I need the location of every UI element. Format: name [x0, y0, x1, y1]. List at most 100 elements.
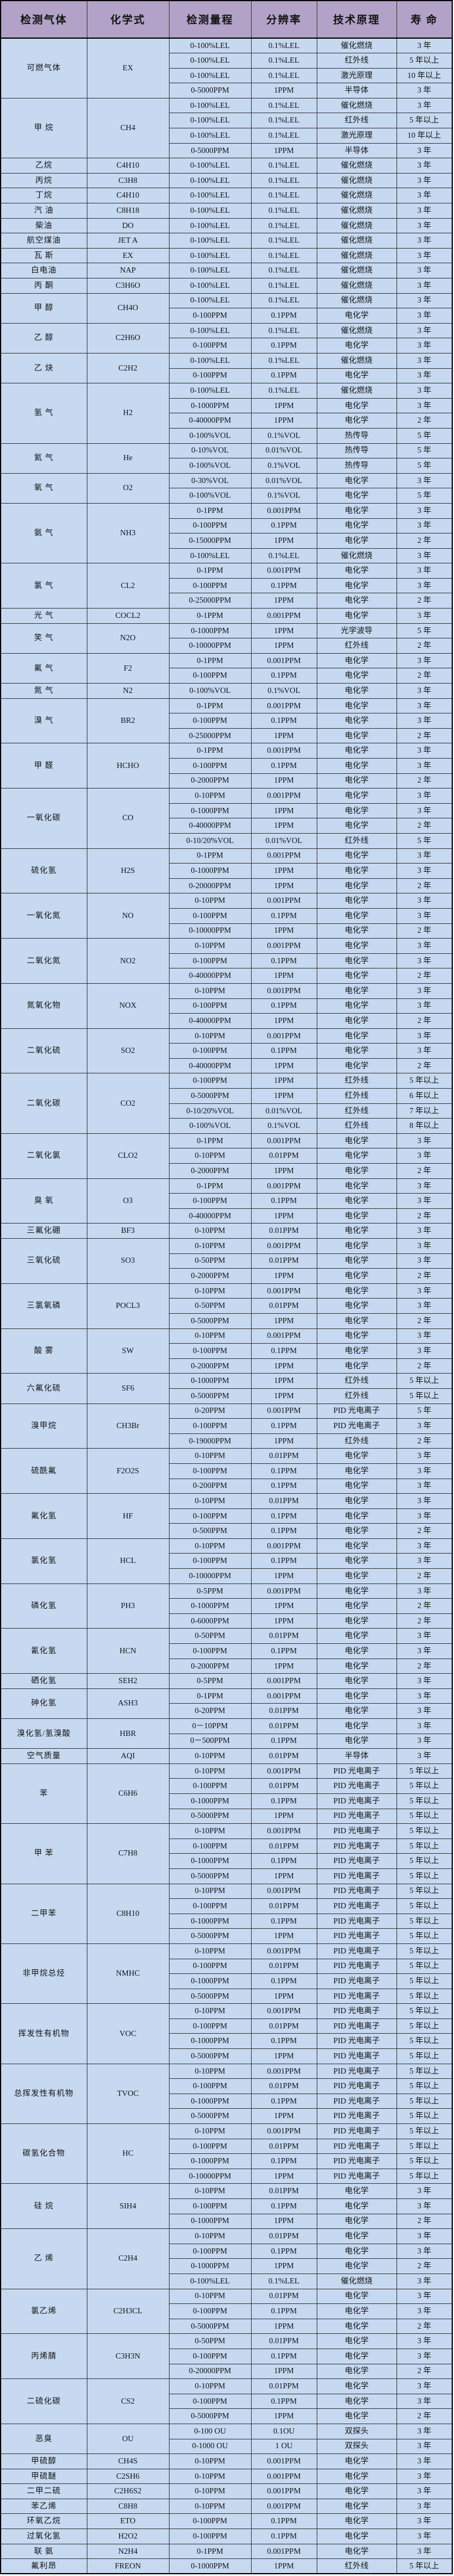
resolution-cell: 0.01PPM: [250, 1148, 317, 1164]
principle-cell: 电化学: [316, 758, 397, 774]
gas-name-cell: 酸 雾: [0, 1328, 87, 1374]
principle-cell: 半导体: [316, 1748, 397, 1764]
lifespan-cell: 5 年以上: [396, 1868, 453, 1884]
chemical-formula-cell: HCL: [86, 1538, 170, 1584]
lifespan-cell: 3 年: [396, 2423, 453, 2439]
table-row: 白电油 NAP 0-100%LEL 0.1%LEL 催化燃烧 3 年: [0, 263, 453, 278]
principle-cell: 电化学: [316, 2483, 397, 2499]
table-row: 0-100PPM 0.01PPM PID 光电离子 5 年以上: [1, 1898, 453, 1914]
resolution-cell: 1PPM: [250, 1208, 317, 1224]
lifespan-cell: 3 年: [396, 2273, 453, 2289]
lifespan-cell: 5 年以上: [396, 1793, 453, 1809]
lifespan-cell: 3 年: [396, 1298, 453, 1314]
range-cell: 0-100PPM: [168, 1898, 252, 1914]
chemical-formula-cell: VOC: [86, 2003, 170, 2064]
resolution-cell: 0.001PPM: [250, 1673, 317, 1689]
table-row: 0-100%LEL 0.1%LEL 红外线 5 年以上: [1, 113, 453, 129]
lifespan-cell: 3 年: [396, 518, 453, 534]
table-row: 可燃气体 EX 0-100%LEL 0.1%LEL 催化燃烧 3 年: [0, 38, 453, 98]
range-cell: 0-10PPM: [168, 1328, 252, 1344]
resolution-cell: 0.1%LEL: [250, 67, 317, 84]
principle-cell: 半导体: [316, 142, 397, 159]
principle-cell: 电化学: [316, 983, 397, 999]
principle-cell: 催化燃烧: [316, 203, 397, 219]
table-row: 氦 气 He 0-10%VOL 0.01%VOL 热传导 5 年: [0, 443, 453, 474]
principle-cell: 电化学: [316, 863, 397, 879]
table-row: 氯乙烯 C2H3CL 0-10PPM 0.01PPM 电化学 3 年: [0, 2288, 453, 2334]
principle-cell: PID 光电离子: [316, 1913, 397, 1929]
range-cell: 0-1000PPM: [168, 1793, 252, 1809]
resolution-cell: 0.01PPM: [250, 1838, 317, 1854]
lifespan-cell: 3 年: [396, 983, 453, 999]
resolution-cell: 0.001PPM: [250, 1283, 317, 1299]
principle-cell: 电化学: [316, 698, 397, 714]
resolution-cell: 0.1PPM: [250, 1793, 317, 1809]
table-row: 0-100%VOL 0.1%VOL 热传导 5 年: [1, 427, 453, 444]
table-header: 检测气体 化学式 检测量程 分辨率 技术原理寿 命: [0, 0, 453, 39]
principle-cell: PID 光电离子: [316, 1403, 397, 1419]
table-row: 0-100PPM 0.1PPM 电化学 3 年: [1, 998, 453, 1014]
chemical-formula-cell: BF3: [86, 1223, 170, 1239]
table-row: 0-100PPM 0.1PPM 电化学 3 年: [1, 1343, 453, 1359]
principle-cell: 电化学: [316, 908, 397, 924]
lifespan-cell: 3 年: [396, 608, 453, 624]
resolution-cell: 0.001PPM: [250, 1178, 317, 1194]
chemical-formula-cell: ASH3: [86, 1688, 170, 1719]
lifespan-cell: 3 年: [396, 1418, 453, 1434]
principle-cell: PID 光电离子: [316, 1928, 397, 1944]
table-row: 0-100PPM 0.1PPM 电化学 3 年: [1, 577, 453, 594]
chemical-formula-cell: CO2: [86, 1073, 170, 1134]
table-row: 氟利昂 FREON 0-1000PPM 1PPM 红外线 5 年以上: [0, 2558, 453, 2574]
resolution-cell: 0.01PPM: [250, 1898, 317, 1914]
resolution-cell: 1PPM: [250, 1268, 317, 1284]
table-row: 0-200PPM 0.1PPM 电化学 3 年: [1, 1478, 453, 1494]
range-cell: 0-1000PPM: [168, 1373, 252, 1389]
table-row: 0-20PPM 0.01PPM 电化学 3 年: [1, 1703, 453, 1719]
table-row: 0-100PPM 0.1PPM 电化学 3 年: [1, 1643, 453, 1659]
range-cell: 0-5000PPM: [168, 83, 252, 98]
principle-cell: 电化学: [316, 397, 397, 414]
table-row: 笑 气 N2O 0-1000PPM 1PPM 光学波导 5 年: [0, 623, 453, 654]
range-cell: 0-100%LEL: [168, 263, 252, 278]
resolution-cell: 0.001PPM: [250, 1238, 317, 1254]
table-row: 联 氨 N2H4 0-1PPM 0.001PPM 电化学 3 年: [0, 2543, 453, 2560]
lifespan-cell: 3 年: [396, 2453, 453, 2469]
gas-name-cell: 苯乙烯: [0, 2498, 87, 2514]
range-cell: 0-10/20%VOL: [168, 1103, 252, 1119]
gas-name-cell: 硫化氢: [0, 848, 87, 894]
resolution-cell: 0.1PPM: [250, 1508, 317, 1524]
range-cell: 0-100%LEL: [168, 97, 252, 114]
table-row: 砷化氢 ASH3 0-1PPM 0.001PPM 电化学 3 年: [0, 1688, 453, 1719]
lifespan-cell: 3 年: [396, 2333, 453, 2349]
chemical-formula-cell: C6H6: [86, 1763, 170, 1824]
resolution-cell: 1PPM: [250, 1868, 317, 1884]
range-cell: 0-2000PPM: [168, 1268, 252, 1284]
table-row: 0-100PPM 0.01PPM PID 光电离子 5 年以上: [1, 1778, 453, 1794]
resolution-cell: 1PPM: [250, 803, 317, 819]
range-cell: 0－500PPM: [168, 1733, 252, 1749]
table-row: 0-5000PPM 1PPM PID 光电离子 5 年以上: [1, 1808, 453, 1824]
range-cell: 0-10PPM: [168, 2453, 252, 2469]
resolution-cell: 1PPM: [250, 2108, 317, 2125]
lifespan-cell: 3 年: [396, 1538, 453, 1554]
resolution-cell: 1PPM: [250, 2363, 317, 2380]
table-row: 0-1000PPM 0.1PPM PID 光电离子 5 年以上: [1, 2093, 453, 2109]
lifespan-cell: 2 年: [396, 1658, 453, 1674]
gas-name-cell: 硅 烷: [0, 2183, 87, 2230]
table-row: 0-5000PPM 1PPM 红外线 6 年以上: [1, 1088, 453, 1104]
range-cell: 0-100PPM: [168, 2393, 252, 2410]
range-cell: 0-100PPM: [168, 713, 252, 729]
resolution-cell: 1PPM: [250, 533, 317, 549]
principle-cell: 电化学: [316, 1643, 397, 1659]
chemical-formula-cell: CH3Br: [86, 1403, 170, 1449]
principle-cell: 热传导: [316, 427, 397, 444]
principle-cell: PID 光电离子: [316, 1418, 397, 1434]
lifespan-cell: 3 年: [396, 2438, 453, 2455]
resolution-cell: 1PPM: [250, 1613, 317, 1629]
chemical-formula-cell: F2O2S: [86, 1448, 170, 1494]
range-cell: 0-1000PPM: [168, 1973, 252, 1989]
range-cell: 0-25000PPM: [168, 593, 252, 609]
lifespan-cell: 2 年: [396, 668, 453, 684]
resolution-cell: 1PPM: [250, 2213, 317, 2230]
principle-cell: 电化学: [316, 1238, 397, 1254]
